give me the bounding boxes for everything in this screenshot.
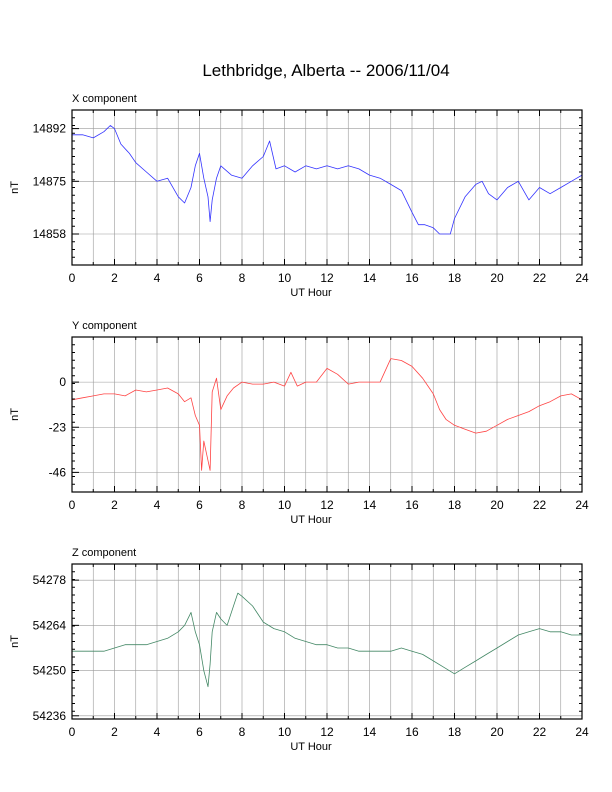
- x-tick-label: 18: [448, 498, 462, 512]
- x-tick-label: 24: [575, 498, 589, 512]
- y-tick-label: 0: [59, 375, 66, 389]
- x-tick-label: 16: [405, 271, 419, 285]
- x-tick-label: 6: [196, 725, 203, 739]
- x-tick-label: 14: [363, 498, 377, 512]
- x-tick-label: 12: [320, 271, 334, 285]
- panel-title: Y component: [72, 320, 137, 332]
- y-tick-label: 14892: [33, 122, 67, 136]
- x-tick-label: 18: [448, 271, 462, 285]
- x-tick-label: 8: [239, 725, 246, 739]
- x-tick-label: 2: [111, 498, 118, 512]
- x-tick-label: 20: [490, 725, 504, 739]
- x-tick-label: 20: [490, 498, 504, 512]
- y-tick-label: 54250: [33, 664, 67, 678]
- series-line: [71, 358, 583, 471]
- x-tick-label: 20: [490, 271, 504, 285]
- x-tick-label: 24: [575, 725, 589, 739]
- x-tick-label: 8: [239, 271, 246, 285]
- y-axis-label: nT: [9, 181, 21, 194]
- x-axis-label: UT Hour: [290, 514, 332, 526]
- y-tick-label: 54278: [33, 573, 67, 587]
- x-tick-label: 10: [278, 725, 292, 739]
- x-tick-label: 22: [533, 725, 547, 739]
- x-tick-label: 18: [448, 725, 462, 739]
- x-tick-label: 14: [363, 271, 377, 285]
- x-tick-label: 24: [575, 271, 589, 285]
- y-tick-label: -46: [49, 465, 67, 479]
- x-tick-label: 0: [69, 498, 76, 512]
- x-tick-label: 8: [239, 498, 246, 512]
- x-tick-label: 4: [154, 725, 161, 739]
- x-tick-label: 4: [154, 498, 161, 512]
- x-tick-label: 16: [405, 498, 419, 512]
- x-tick-label: 22: [533, 498, 547, 512]
- x-tick-label: 2: [111, 271, 118, 285]
- x-tick-label: 2: [111, 725, 118, 739]
- y-axis-label: nT: [9, 635, 21, 648]
- y-tick-label: 54236: [33, 709, 67, 723]
- x-tick-label: 6: [196, 271, 203, 285]
- y-axis-label: nT: [9, 408, 21, 421]
- x-tick-label: 0: [69, 725, 76, 739]
- panel-title: X component: [72, 93, 137, 105]
- panel-title: Z component: [72, 547, 136, 559]
- y-tick-label: -23: [49, 420, 67, 434]
- chart-title: Lethbridge, Alberta -- 2006/11/04: [202, 61, 449, 80]
- x-tick-label: 6: [196, 498, 203, 512]
- x-tick-label: 16: [405, 725, 419, 739]
- x-tick-label: 12: [320, 725, 334, 739]
- y-tick-label: 14875: [33, 174, 67, 188]
- x-tick-label: 12: [320, 498, 334, 512]
- x-tick-label: 10: [278, 498, 292, 512]
- x-tick-label: 22: [533, 271, 547, 285]
- x-tick-label: 14: [363, 725, 377, 739]
- series-line: [72, 125, 583, 235]
- x-tick-label: 4: [154, 271, 161, 285]
- x-tick-label: 0: [69, 271, 76, 285]
- x-axis-label: UT Hour: [290, 287, 332, 299]
- series-line: [72, 592, 582, 688]
- x-axis-label: UT Hour: [290, 741, 332, 753]
- y-tick-label: 54264: [33, 618, 67, 632]
- y-tick-label: 14858: [33, 227, 67, 241]
- x-tick-label: 10: [278, 271, 292, 285]
